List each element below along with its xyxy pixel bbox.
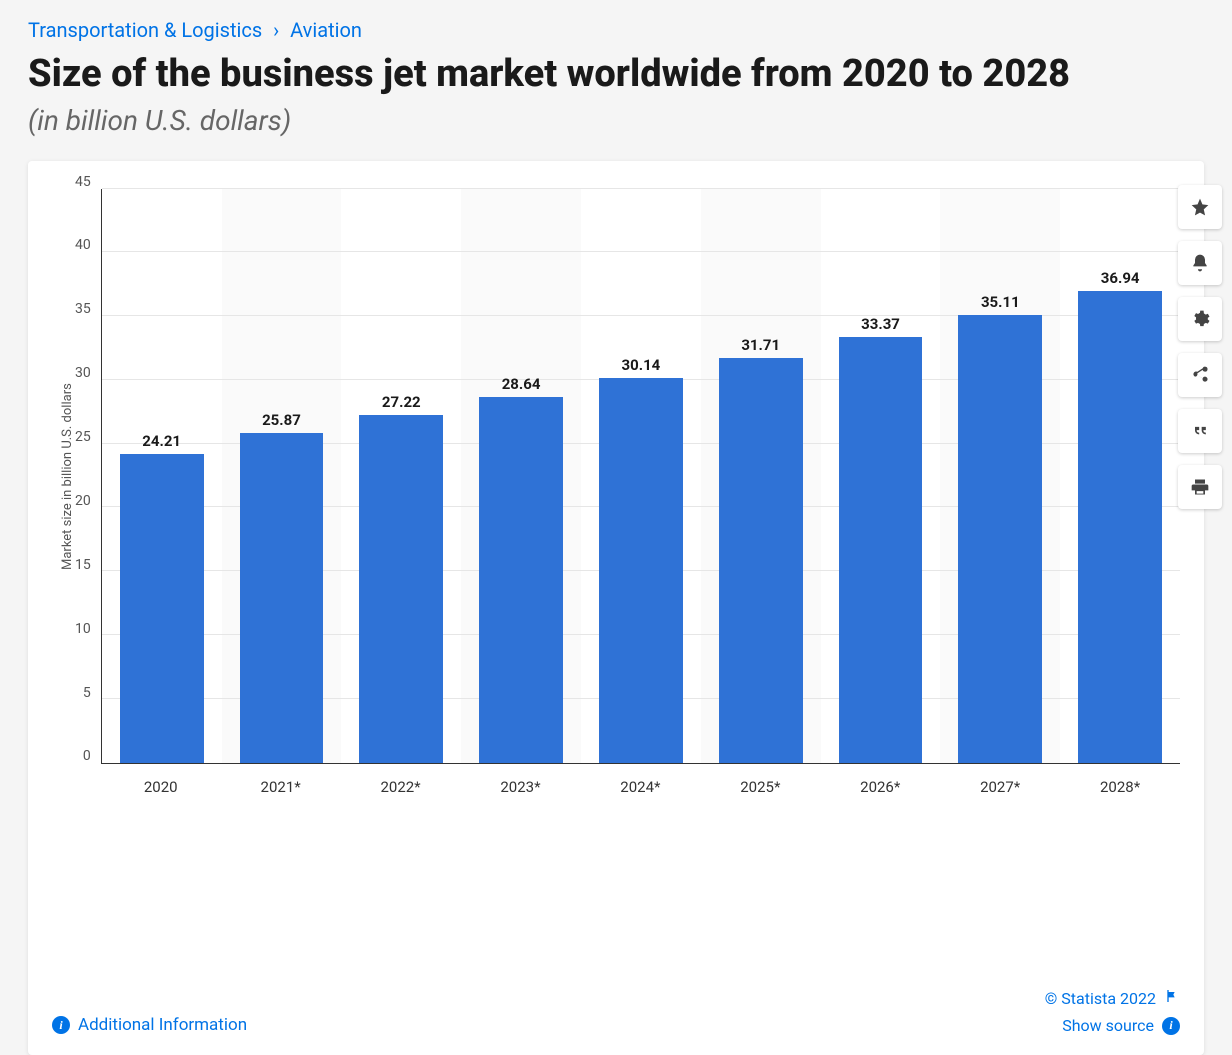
bar-value-label: 35.11 [981, 293, 1020, 311]
additional-info-link[interactable]: i Additional Information [52, 1015, 247, 1035]
bar-slot: 33.37 [821, 189, 941, 763]
bell-icon [1190, 253, 1210, 273]
x-tick: 2023* [461, 778, 581, 951]
flag-icon [1164, 988, 1180, 1008]
x-tick: 2025* [700, 778, 820, 951]
info-icon: i [52, 1016, 70, 1034]
bar-chart: Market size in billion U.S. dollars 4540… [52, 189, 1180, 951]
bar[interactable]: 31.71 [719, 358, 803, 762]
bar[interactable]: 30.14 [599, 378, 683, 762]
breadcrumb: Transportation & Logistics › Aviation [28, 18, 1204, 42]
y-axis-label: Market size in billion U.S. dollars [52, 189, 75, 764]
breadcrumb-separator: › [273, 18, 279, 42]
x-tick: 2024* [580, 778, 700, 951]
bar-slot: 28.64 [461, 189, 581, 763]
bar-slot: 36.94 [1060, 189, 1180, 763]
show-source-link[interactable]: Show source i [1045, 1016, 1180, 1035]
x-tick: 2022* [341, 778, 461, 951]
bar[interactable]: 25.87 [240, 433, 324, 763]
breadcrumb-category-link[interactable]: Transportation & Logistics [28, 18, 262, 42]
gear-icon [1190, 309, 1210, 329]
bar[interactable]: 28.64 [479, 397, 563, 762]
copyright-text: © Statista 2022 [1045, 989, 1156, 1008]
x-tick: 2028* [1060, 778, 1180, 951]
plot-area: 24.21 25.87 27.22 28.64 30.14 31.71 33.37 35.11… [101, 189, 1180, 764]
bar-slot: 25.87 [222, 189, 342, 763]
bar-value-label: 24.21 [142, 432, 181, 450]
print-button[interactable] [1178, 465, 1222, 509]
favorite-button[interactable] [1178, 185, 1222, 229]
breadcrumb-subcategory-link[interactable]: Aviation [290, 18, 362, 42]
share-button[interactable] [1178, 353, 1222, 397]
bar[interactable]: 27.22 [359, 415, 443, 762]
bar[interactable]: 36.94 [1078, 291, 1162, 762]
bar-value-label: 30.14 [622, 356, 661, 374]
print-icon [1190, 477, 1210, 497]
bar-value-label: 28.64 [502, 375, 541, 393]
x-tick: 2027* [940, 778, 1060, 951]
bar[interactable]: 33.37 [839, 337, 923, 763]
bar-slot: 24.21 [102, 189, 222, 763]
side-actions [1178, 185, 1222, 509]
bar-slot: 30.14 [581, 189, 701, 763]
page-subtitle: (in billion U.S. dollars) [28, 104, 1204, 137]
show-source-label: Show source [1062, 1016, 1154, 1035]
notify-button[interactable] [1178, 241, 1222, 285]
page-title: Size of the business jet market worldwid… [28, 52, 1204, 98]
info-icon: i [1162, 1017, 1180, 1035]
copyright: © Statista 2022 [1045, 988, 1180, 1008]
quote-icon [1190, 421, 1210, 441]
bar-value-label: 31.71 [741, 336, 780, 354]
bar-value-label: 27.22 [382, 393, 421, 411]
bar-value-label: 25.87 [262, 411, 301, 429]
share-icon [1190, 365, 1210, 385]
bar-slot: 27.22 [341, 189, 461, 763]
cite-button[interactable] [1178, 409, 1222, 453]
chart-card: Market size in billion U.S. dollars 4540… [28, 161, 1204, 1055]
settings-button[interactable] [1178, 297, 1222, 341]
x-tick: 2021* [221, 778, 341, 951]
bar-slot: 35.11 [940, 189, 1060, 763]
bar[interactable]: 35.11 [958, 315, 1042, 763]
y-axis-ticks: 454035302520151050 [75, 189, 101, 764]
bar[interactable]: 24.21 [120, 454, 204, 763]
additional-info-label: Additional Information [78, 1015, 247, 1035]
bar-slot: 31.71 [701, 189, 821, 763]
bar-value-label: 36.94 [1101, 269, 1140, 287]
x-axis-ticks: 20202021*2022*2023*2024*2025*2026*2027*2… [101, 778, 1180, 951]
chart-footer: i Additional Information © Statista 2022… [52, 988, 1180, 1035]
star-icon [1190, 197, 1210, 217]
bar-value-label: 33.37 [861, 315, 900, 333]
x-tick: 2026* [820, 778, 940, 951]
x-tick: 2020 [101, 778, 221, 951]
